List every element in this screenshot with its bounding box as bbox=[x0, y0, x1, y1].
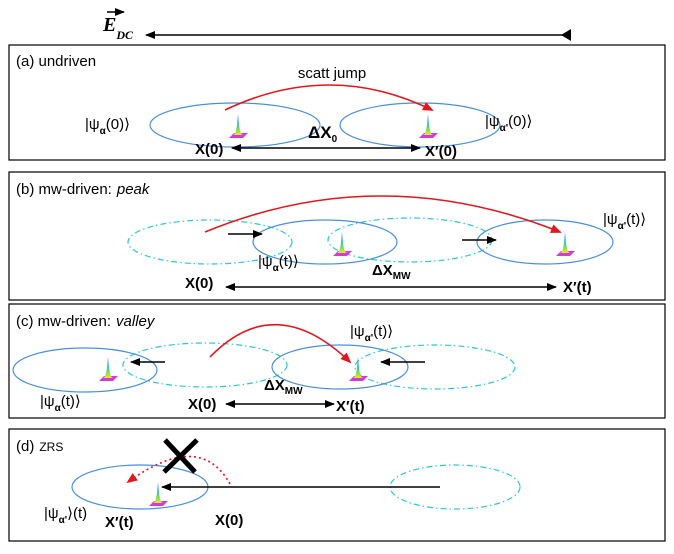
ket-arg: ⟩(t) bbox=[67, 505, 87, 522]
distance-sub: MW bbox=[393, 271, 411, 282]
ket-sub: α' bbox=[500, 123, 509, 134]
field-symbol: E bbox=[102, 14, 116, 36]
ket-text: |ψ bbox=[350, 323, 365, 340]
panel-d: (d) ZRS |ψα'⟩(t) X′(t) X(0) bbox=[9, 429, 665, 541]
distance-text: ΔX bbox=[264, 377, 285, 394]
ket: |ψα(t)⟩ bbox=[40, 393, 81, 414]
ket-arg: (t)⟩ bbox=[279, 253, 299, 270]
ket-text: |ψ bbox=[603, 211, 618, 228]
panel-c: (c) mw-driven:valley |ψα'(t)⟩ |ψα(t)⟩ X(… bbox=[9, 304, 665, 418]
panel-label: (b) mw-driven:peak bbox=[16, 181, 151, 198]
label-text: (c) mw-driven: bbox=[16, 313, 111, 330]
position-label: X′(t) bbox=[336, 398, 365, 415]
wavepacket bbox=[419, 114, 438, 138]
label-text: (d) bbox=[16, 438, 34, 455]
distance-sub: MW bbox=[285, 386, 303, 397]
orbit bbox=[13, 348, 157, 392]
distance-label: ΔXMW bbox=[372, 262, 411, 282]
ket: |ψα(t)⟩ bbox=[258, 253, 299, 274]
wavepacket bbox=[149, 482, 168, 506]
distance-text: ΔX bbox=[308, 123, 332, 142]
ket-arg: (t)⟩ bbox=[373, 323, 393, 340]
ket: |ψα'⟩(t) bbox=[44, 505, 87, 526]
ket-sub: α' bbox=[59, 515, 68, 526]
wavepacket bbox=[99, 357, 118, 381]
jump-label: scatt jump bbox=[298, 65, 366, 82]
blocked-cross bbox=[164, 440, 197, 472]
label-emphasis: valley bbox=[116, 313, 156, 330]
ket-text: |ψ bbox=[85, 116, 100, 133]
distance-text: ΔX bbox=[372, 262, 393, 279]
jump-arrow bbox=[205, 196, 560, 232]
position-label: X′(t) bbox=[563, 279, 592, 296]
position-label: X(0) bbox=[215, 512, 243, 529]
ket-sub: α' bbox=[365, 333, 374, 344]
position-label: X(0) bbox=[188, 396, 216, 413]
orbit bbox=[340, 103, 500, 147]
panel-a: (a) undriven scatt jump |ψα(0)⟩ |ψα'(0)⟩… bbox=[9, 45, 665, 160]
panel-label: (a) undriven bbox=[16, 53, 96, 70]
orbit bbox=[272, 345, 408, 389]
ket: |ψα'(t)⟩ bbox=[350, 323, 393, 344]
ket-text: |ψ bbox=[485, 113, 500, 130]
wavepacket bbox=[556, 232, 575, 256]
position-label: X(0) bbox=[195, 141, 223, 158]
ket: |ψα'(t)⟩ bbox=[603, 211, 646, 232]
position-label: X′(0) bbox=[425, 143, 457, 160]
ket-text: |ψ bbox=[40, 393, 55, 410]
field-label: EDC bbox=[102, 14, 134, 42]
ket: |ψα'(0)⟩ bbox=[485, 113, 532, 134]
position-label: X(0) bbox=[185, 275, 213, 292]
ket-text: |ψ bbox=[258, 253, 273, 270]
label-small: ZRS bbox=[39, 440, 63, 454]
panel-b: (b) mw-driven:peak |ψα(t)⟩ |ψα'(t)⟩ X(0)… bbox=[9, 172, 665, 300]
field-subscript: DC bbox=[115, 28, 134, 42]
distance-sub: 0 bbox=[332, 134, 338, 145]
label-text: (b) mw-driven: bbox=[16, 181, 112, 198]
orbit-dashed bbox=[355, 345, 515, 389]
ket-arg: (0)⟩ bbox=[106, 116, 130, 133]
ket-arg: (t)⟩ bbox=[61, 393, 81, 410]
distance-label: ΔXMW bbox=[264, 377, 303, 397]
ket-arg: (t)⟩ bbox=[626, 211, 646, 228]
position-label: X′(t) bbox=[105, 514, 134, 531]
ket-sub: α' bbox=[618, 221, 627, 232]
figure: EDC (a) undriven scatt jump |ψα(0)⟩ |ψα'… bbox=[0, 0, 674, 554]
wavepacket bbox=[333, 232, 352, 256]
wavepacket bbox=[229, 114, 248, 138]
orbit bbox=[253, 220, 397, 264]
panel-label: (d) ZRS bbox=[16, 438, 63, 455]
panel-label: (c) mw-driven: valley bbox=[16, 313, 156, 330]
ket: |ψα(0)⟩ bbox=[85, 116, 130, 137]
field-tail bbox=[561, 29, 571, 41]
distance-label: ΔX0 bbox=[308, 123, 338, 145]
label-emphasis: peak bbox=[116, 181, 151, 198]
ket-arg: (0)⟩ bbox=[508, 113, 532, 130]
jump-arrow bbox=[225, 85, 432, 110]
orbit bbox=[150, 103, 320, 147]
ket-text: |ψ bbox=[44, 505, 59, 522]
